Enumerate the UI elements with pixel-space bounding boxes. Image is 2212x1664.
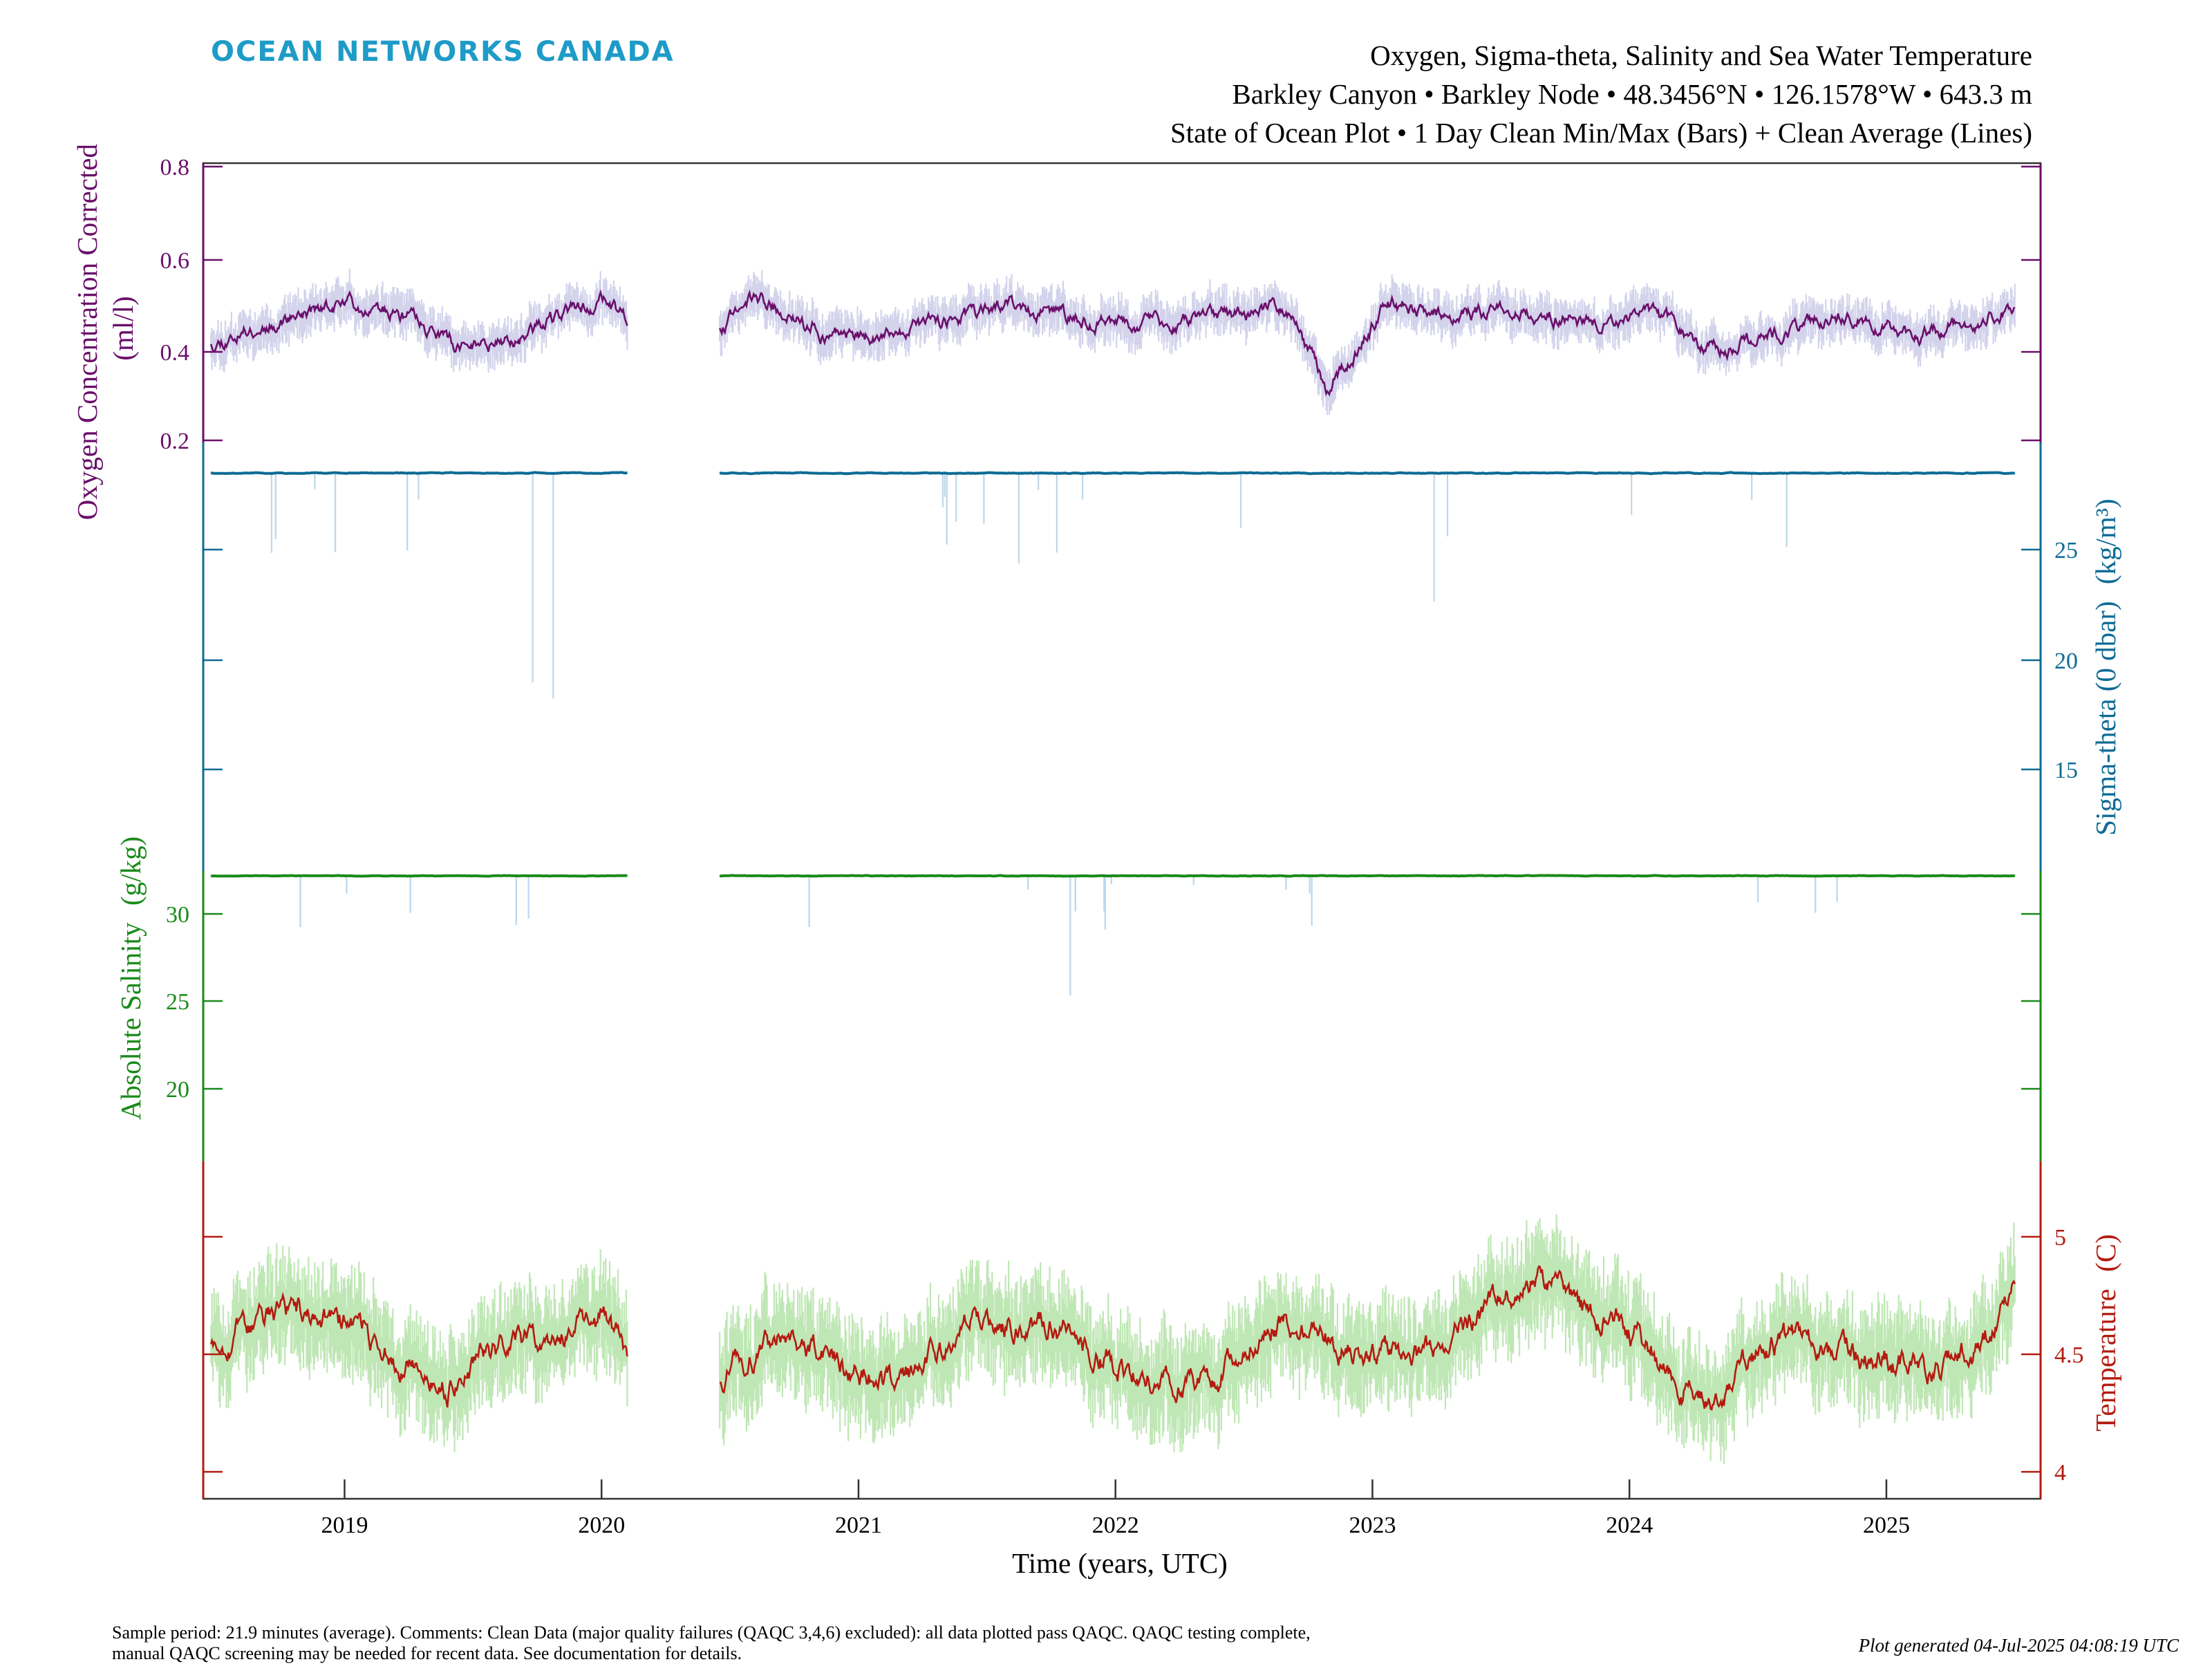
title-line-3: State of Ocean Plot • 1 Day Clean Min/Ma… [1170,117,2032,149]
x-tick-label: 2022 [1092,1513,1139,1538]
salinity-average-line-1 [720,874,2015,878]
salinity-minmax-band-1 [719,875,2016,995]
temperature-axis-name: Temperature [2090,1289,2121,1432]
brand-logo-text: OCEAN NETWORKS CANADA [211,36,675,68]
oxygen-tick-label: 0.6 [160,248,190,274]
sigma-minmax-band-0 [210,471,628,699]
temperature-average-line-1 [719,1265,2016,1411]
temperature-minmax-band-1 [719,1214,2016,1464]
sigma-tick-label: 15 [2054,758,2078,783]
oxygen-axis-name: Oxygen Concentration Corrected [71,144,103,520]
x-tick-label: 2021 [835,1513,882,1538]
title-line-2: Barkley Canyon • Barkley Node • 48.3456°… [1232,78,2032,110]
x-tick-label: 2019 [321,1513,368,1538]
salinity-minmax-band-0 [210,875,628,927]
temperature-tick-label: 4.5 [2054,1343,2084,1368]
x-tick-label: 2024 [1606,1513,1653,1538]
minmax-bands [210,268,2016,1464]
temperature-average-line-0 [209,1291,628,1408]
oxygen-tick-label: 0.2 [160,429,190,454]
salinity-axis-unit: (g/kg) [115,836,147,906]
plot-generated-timestamp: Plot generated 04-Jul-2025 04:08:19 UTC [1858,1635,2179,1656]
sigma-average-line-1 [720,471,2016,476]
oxygen-average-line-0 [209,289,628,353]
oxygen-minmax-band-1 [719,270,2016,415]
salinity-tick-label: 30 [166,902,189,928]
plot-frame [202,162,2042,1500]
oxygen-minmax-band-0 [210,268,628,373]
temperature-tick-label: 4 [2054,1460,2066,1486]
chart-title: Oxygen, Sigma-theta, Salinity and Sea Wa… [1170,36,2032,152]
sigma-minmax-band-1 [719,471,2016,602]
sigma-tick-label: 20 [2054,648,2078,674]
x-axis-label: Time (years, UTC) [1012,1547,1228,1579]
oxygen-axis-label: Oxygen Concentration Corrected (ml/l) [71,137,139,520]
sigma-axis-unit: (kg/m³) [2090,498,2121,584]
x-tick-label: 2020 [578,1513,625,1538]
salinity-tick-label: 20 [166,1077,189,1103]
footer-comments: Sample period: 21.9 minutes (average). C… [112,1623,1806,1664]
sigma-tick-label: 25 [2054,538,2078,563]
oxygen-tick-label: 0.8 [160,155,190,180]
x-tick-label: 2025 [1863,1513,1910,1538]
salinity-axis-name: Absolute Salinity [115,922,147,1120]
footer-line-2: manual QAQC screening may be needed for … [112,1643,742,1663]
average-lines [209,289,2016,1411]
salinity-tick-label: 25 [166,989,189,1015]
salinity-average-line-0 [211,874,628,878]
salinity-axis-label: Absolute Salinity (g/kg) [115,836,147,1120]
temperature-axis-unit: (C) [2090,1234,2121,1272]
sigma-average-line-0 [211,471,628,476]
temperature-minmax-band-0 [210,1243,628,1452]
temperature-tick-label: 5 [2054,1225,2066,1251]
sigma-axis-name: Sigma-theta (0 dbar) [2090,601,2121,835]
sigma-axis-label: Sigma-theta (0 dbar) (kg/m³) [2090,498,2121,835]
oxygen-tick-label: 0.4 [160,340,190,366]
title-line-1: Oxygen, Sigma-theta, Salinity and Sea Wa… [1370,39,2032,71]
oxygen-average-line-1 [718,289,2016,397]
temperature-axis-label: Temperature (C) [2090,1234,2121,1431]
oxygen-axis-unit: (ml/l) [107,296,139,360]
x-tick-label: 2023 [1349,1513,1396,1538]
footer-line-1: Sample period: 21.9 minutes (average). C… [112,1623,1311,1643]
